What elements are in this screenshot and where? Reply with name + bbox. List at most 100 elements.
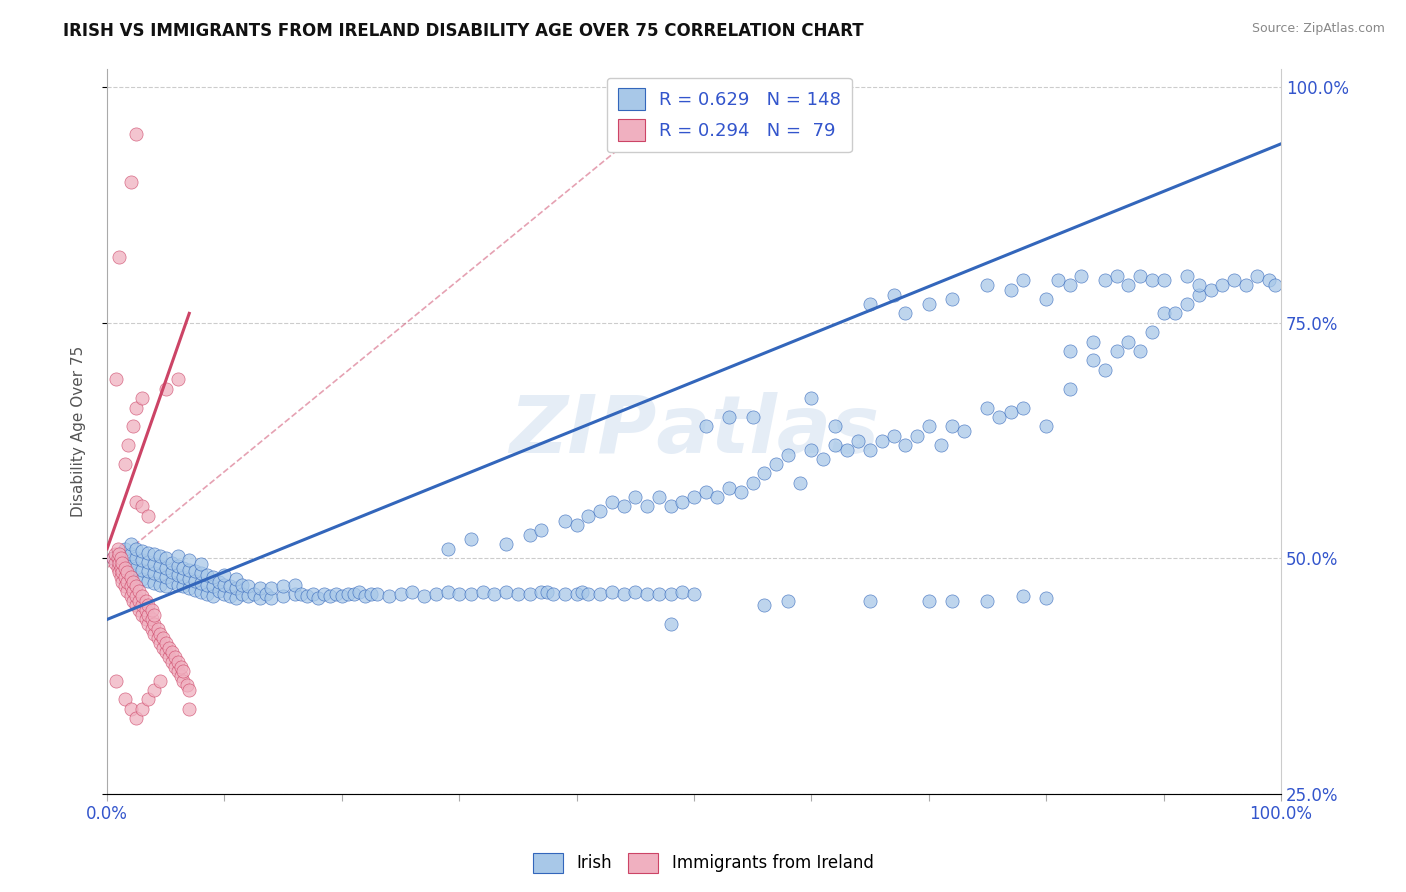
Point bbox=[214, 587, 236, 601]
Point bbox=[314, 587, 336, 601]
Point bbox=[125, 599, 148, 613]
Point bbox=[1164, 306, 1187, 320]
Point bbox=[136, 574, 159, 588]
Point bbox=[290, 587, 312, 601]
Point bbox=[160, 645, 183, 659]
Point bbox=[613, 587, 636, 601]
Point bbox=[149, 549, 172, 564]
Point bbox=[1153, 306, 1175, 320]
Point bbox=[1105, 268, 1128, 283]
Point bbox=[108, 556, 131, 570]
Point bbox=[894, 306, 917, 320]
Point bbox=[122, 584, 145, 599]
Point bbox=[120, 566, 142, 580]
Point bbox=[136, 508, 159, 523]
Point bbox=[125, 560, 148, 574]
Point bbox=[1081, 334, 1104, 349]
Point bbox=[128, 593, 150, 607]
Point bbox=[1129, 268, 1152, 283]
Point bbox=[120, 589, 142, 603]
Point bbox=[141, 612, 163, 626]
Point bbox=[101, 551, 124, 566]
Point bbox=[495, 537, 517, 551]
Point bbox=[1199, 283, 1222, 297]
Point bbox=[179, 683, 201, 698]
Point bbox=[718, 409, 741, 424]
Point bbox=[160, 566, 183, 580]
Point bbox=[460, 587, 482, 601]
Point bbox=[1140, 273, 1163, 287]
Point bbox=[131, 599, 153, 613]
Point bbox=[342, 587, 364, 601]
Point bbox=[131, 607, 153, 622]
Point bbox=[131, 562, 153, 576]
Point bbox=[143, 617, 166, 632]
Point bbox=[449, 587, 471, 601]
Point bbox=[160, 556, 183, 570]
Point bbox=[236, 589, 259, 603]
Point bbox=[190, 557, 212, 571]
Point bbox=[128, 603, 150, 617]
Point bbox=[236, 579, 259, 593]
Point bbox=[131, 589, 153, 603]
Point bbox=[136, 617, 159, 632]
Point bbox=[941, 593, 963, 607]
Point bbox=[219, 579, 242, 593]
Point bbox=[155, 579, 177, 593]
Point bbox=[125, 579, 148, 593]
Point bbox=[179, 572, 201, 586]
Point bbox=[1059, 344, 1081, 359]
Point bbox=[349, 585, 371, 599]
Point bbox=[859, 442, 882, 457]
Point bbox=[107, 541, 129, 556]
Point bbox=[883, 287, 905, 301]
Point bbox=[125, 570, 148, 584]
Point bbox=[207, 574, 229, 589]
Point bbox=[104, 556, 127, 570]
Point bbox=[360, 587, 382, 601]
Point bbox=[789, 475, 811, 490]
Point bbox=[941, 419, 963, 434]
Point bbox=[295, 589, 318, 603]
Point bbox=[152, 632, 174, 646]
Point bbox=[918, 593, 941, 607]
Point bbox=[141, 603, 163, 617]
Point bbox=[125, 711, 148, 725]
Point bbox=[122, 593, 145, 607]
Point bbox=[659, 587, 682, 601]
Point bbox=[201, 570, 224, 584]
Point bbox=[624, 585, 647, 599]
Point bbox=[1035, 591, 1057, 605]
Point bbox=[114, 457, 136, 471]
Point bbox=[565, 587, 588, 601]
Point bbox=[1188, 278, 1211, 293]
Point bbox=[108, 250, 131, 264]
Point bbox=[225, 572, 247, 586]
Point bbox=[157, 640, 180, 655]
Point bbox=[671, 585, 693, 599]
Point bbox=[136, 692, 159, 706]
Point bbox=[648, 490, 671, 504]
Point bbox=[143, 683, 166, 698]
Point bbox=[1118, 334, 1140, 349]
Point bbox=[155, 382, 177, 396]
Point bbox=[800, 391, 823, 405]
Point bbox=[859, 593, 882, 607]
Point bbox=[495, 585, 517, 599]
Point bbox=[576, 587, 599, 601]
Point bbox=[413, 589, 436, 603]
Point bbox=[859, 297, 882, 311]
Point bbox=[120, 570, 142, 584]
Point bbox=[184, 565, 207, 579]
Point bbox=[160, 655, 183, 669]
Point bbox=[170, 659, 193, 673]
Point bbox=[1105, 344, 1128, 359]
Point bbox=[114, 579, 136, 593]
Point bbox=[484, 587, 506, 601]
Point bbox=[172, 673, 194, 688]
Point bbox=[929, 438, 952, 452]
Point bbox=[800, 442, 823, 457]
Point bbox=[1188, 287, 1211, 301]
Point bbox=[648, 587, 671, 601]
Point bbox=[122, 574, 145, 589]
